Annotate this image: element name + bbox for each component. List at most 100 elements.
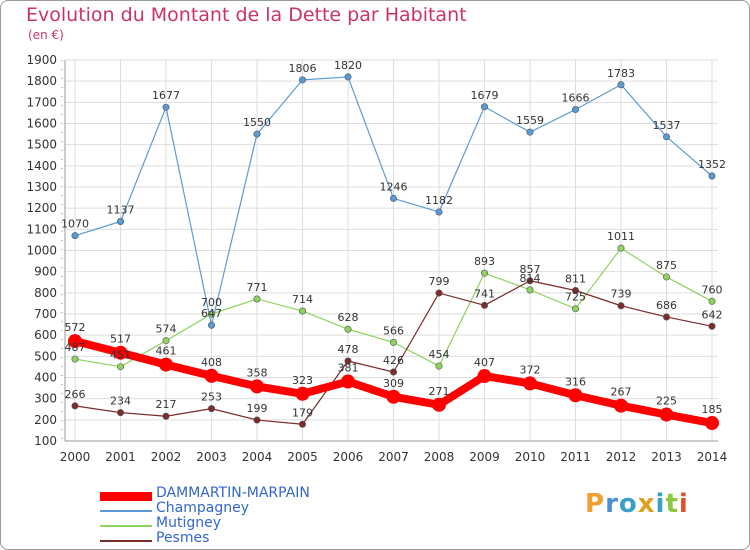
data-label: 234	[110, 395, 131, 408]
y-tick-label: 1100	[26, 222, 57, 236]
data-label: 814	[520, 272, 541, 285]
data-label: 1537	[653, 119, 681, 132]
data-point	[298, 307, 306, 315]
data-point	[526, 128, 534, 136]
data-label: 358	[247, 366, 268, 379]
data-point	[662, 313, 670, 321]
data-label: 1783	[607, 67, 635, 80]
y-tick-label: 1600	[26, 117, 57, 131]
data-point	[571, 305, 579, 313]
y-tick-label: 1200	[26, 201, 57, 215]
y-tick-label: 400	[34, 371, 57, 385]
data-label: 185	[702, 403, 723, 416]
data-point	[71, 355, 79, 363]
data-point	[568, 388, 583, 403]
data-label: 517	[110, 333, 131, 346]
legend-label: Champagney	[156, 500, 249, 516]
data-point	[344, 325, 352, 333]
y-tick-label: 600	[34, 328, 57, 342]
data-point	[662, 133, 670, 141]
x-tick-label: 2004	[242, 450, 273, 464]
data-label: 461	[156, 345, 177, 358]
axes	[61, 60, 718, 442]
data-point	[295, 386, 310, 401]
y-tick-label: 1000	[26, 244, 57, 258]
y-axis-ticks: 100 200 300 400 500 600 700 800 900 1000 1100 1200 1…	[26, 53, 57, 448]
y-tick-label: 700	[34, 307, 57, 321]
data-label: 266	[65, 388, 86, 401]
data-label: 316	[565, 375, 586, 388]
data-label: 267	[611, 386, 632, 399]
legend-label: Mutigney	[156, 515, 221, 531]
data-point	[162, 337, 170, 345]
data-label: 642	[702, 308, 723, 321]
data-label: 811	[565, 273, 586, 286]
data-point	[389, 368, 397, 376]
legend-label: Pesmes	[156, 530, 210, 546]
data-label: 225	[656, 395, 677, 408]
data-point	[250, 379, 264, 394]
data-label: 1666	[562, 92, 590, 105]
data-point	[571, 106, 579, 114]
data-point	[386, 389, 401, 404]
data-label: 1070	[61, 218, 89, 231]
data-label: 408	[201, 356, 222, 369]
data-label: 1806	[289, 62, 317, 75]
data-point	[113, 345, 128, 360]
data-point	[705, 416, 719, 431]
data-label: 487	[65, 341, 86, 354]
data-label: 714	[292, 293, 313, 306]
data-label: 217	[156, 398, 177, 411]
data-point	[708, 172, 716, 180]
data-label: 628	[338, 311, 359, 324]
legend-swatch	[100, 540, 152, 542]
series-layer	[68, 73, 719, 431]
data-point	[617, 302, 625, 310]
data-point	[117, 218, 125, 226]
data-point	[435, 208, 443, 216]
data-point	[389, 338, 397, 346]
data-label: 426	[383, 354, 404, 367]
data-point	[208, 405, 216, 413]
data-point	[208, 321, 216, 329]
data-point	[480, 103, 488, 111]
data-point	[571, 287, 579, 295]
data-label: 407	[474, 356, 495, 369]
data-label: 574	[156, 323, 177, 336]
data-point	[117, 409, 125, 417]
data-label: 1550	[243, 116, 271, 129]
y-tick-label: 1700	[26, 95, 57, 109]
data-label: 741	[474, 287, 495, 300]
y-tick-label: 1300	[26, 180, 57, 194]
data-label: 1679	[471, 89, 499, 102]
data-label: 179	[292, 406, 313, 419]
x-tick-label: 2003	[196, 450, 227, 464]
legend-swatch	[100, 491, 152, 501]
data-point	[614, 398, 628, 413]
data-point	[617, 81, 625, 89]
data-label: 1246	[380, 180, 408, 193]
data-point	[253, 295, 261, 303]
proxiti-logo: Proxiti	[585, 489, 689, 519]
data-label: 647	[201, 307, 222, 320]
chart-unit-label: (en €)	[28, 28, 64, 42]
data-point	[117, 363, 125, 371]
data-label: 893	[474, 255, 495, 268]
y-tick-label: 500	[34, 349, 57, 363]
data-label: 799	[429, 275, 450, 288]
legend-label: DAMMARTIN-MARPAIN	[156, 485, 310, 501]
data-point	[159, 357, 173, 372]
x-tick-label: 2011	[560, 450, 591, 464]
legend-swatch	[100, 525, 152, 527]
data-label: 566	[383, 324, 404, 337]
x-tick-label: 2012	[606, 450, 637, 464]
x-tick-label: 2009	[469, 450, 500, 464]
data-label: 478	[338, 343, 359, 356]
x-tick-label: 2014	[697, 450, 728, 464]
x-tick-label: 2013	[651, 450, 682, 464]
data-label: 451	[110, 349, 131, 362]
data-label: 454	[429, 348, 450, 361]
data-point	[526, 277, 534, 285]
